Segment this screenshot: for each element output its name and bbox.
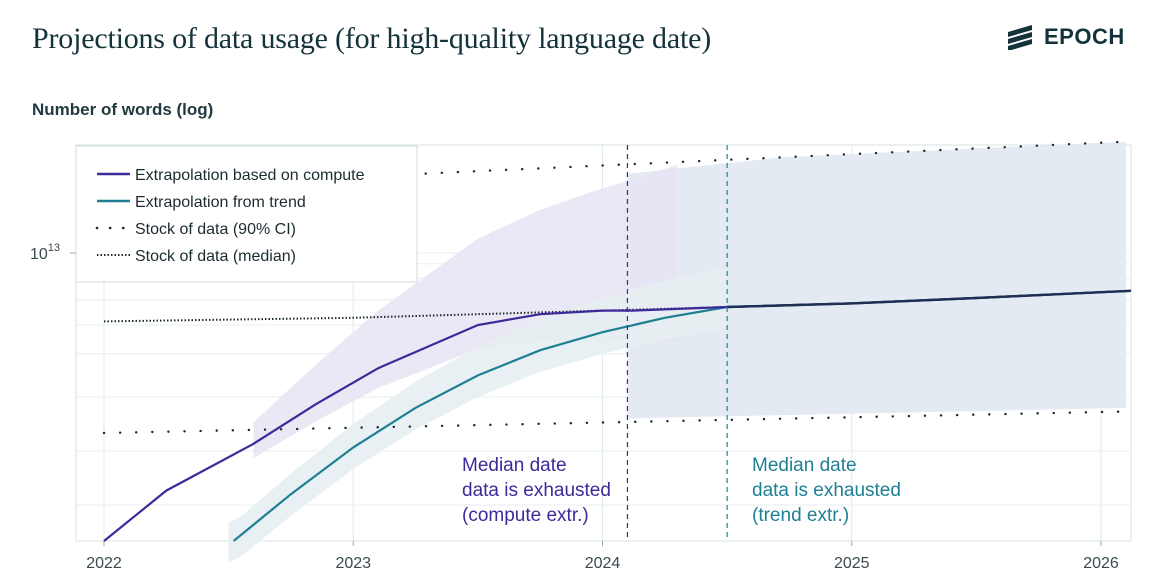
- x-tick-label: 2022: [86, 555, 122, 572]
- plot-frame: [75, 144, 1132, 542]
- legend-label: Extrapolation based on compute: [135, 167, 365, 184]
- x-tick-label: 2026: [1083, 555, 1119, 572]
- legend-box: [75, 145, 418, 283]
- y-axis-label: Number of words (log): [32, 100, 214, 119]
- legend: Extrapolation based on compute Extrapolat…: [75, 145, 418, 283]
- axis-ticks: 2022 2023 2024 2025 2026 1013: [30, 242, 1119, 572]
- series-lines: [102, 140, 1133, 542]
- y-tick-label: 1013: [30, 242, 60, 263]
- x-tick-label: 2024: [585, 555, 621, 572]
- compute-exhaustion-annotation: Median date data is exhausted (compute ext…: [462, 455, 611, 526]
- brand-logo: EPOCH: [1006, 24, 1125, 50]
- chart-title: Projections of data usage (for high-qual…: [32, 22, 712, 55]
- merged-projection-line: [727, 289, 1131, 309]
- epoch-logo-icon: [1008, 25, 1032, 50]
- legend-label: Extrapolation from trend: [135, 194, 306, 211]
- legend-label: Stock of data (median): [135, 248, 296, 265]
- compute-band: [253, 164, 678, 459]
- trend-band: [228, 267, 728, 563]
- exhaustion-markers: [626, 145, 728, 541]
- stock-ci-band: [627, 141, 1126, 419]
- legend-label: Stock of data (90% CI): [135, 221, 296, 238]
- brand-name: EPOCH: [1044, 24, 1125, 49]
- x-tick-label: 2025: [834, 555, 870, 572]
- x-tick-label: 2023: [335, 555, 371, 572]
- uncertainty-bands: [228, 141, 1126, 563]
- trend-exhaustion-annotation: Median date data is exhausted (trend extr.…: [752, 455, 901, 526]
- annotations: Median date data is exhausted (compute ext…: [462, 455, 901, 526]
